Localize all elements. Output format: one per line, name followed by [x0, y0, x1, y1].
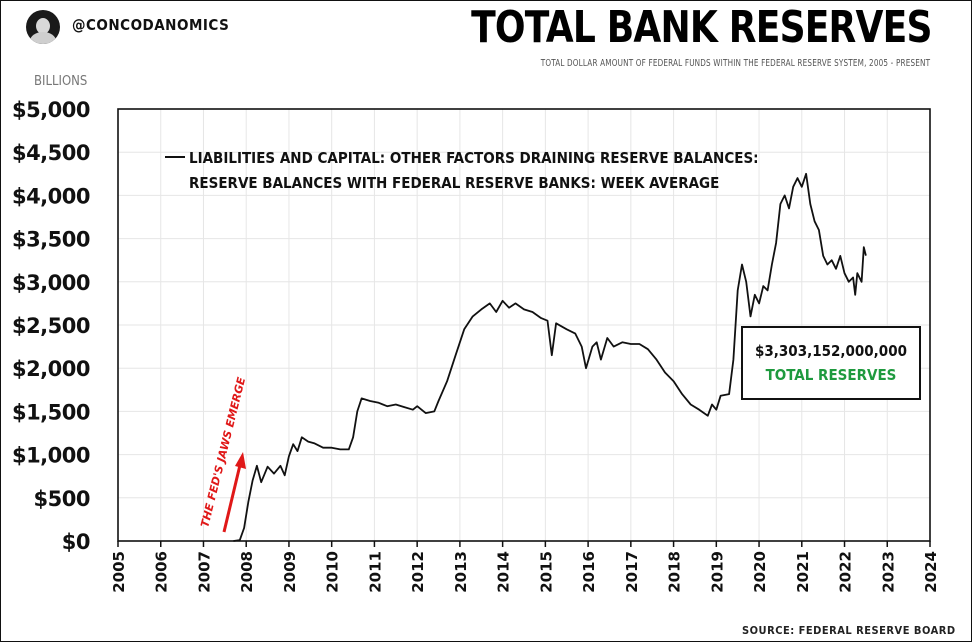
x-tick-label: 2023	[879, 551, 897, 593]
x-tick-label: 2005	[110, 551, 128, 593]
y-tick-label: $4,000	[12, 184, 90, 208]
x-tick-label: 2013	[452, 551, 470, 593]
x-tick-label: 2010	[324, 551, 342, 593]
x-tick-label: 2008	[238, 551, 256, 593]
annotation-text: THE FED'S JAWS EMERGE	[198, 375, 248, 528]
y-tick-label: $5,000	[12, 98, 90, 122]
annotation: THE FED'S JAWS EMERGE	[198, 375, 248, 533]
x-tick-label: 2011	[366, 551, 384, 593]
x-tick-label: 2024	[922, 551, 940, 593]
author-avatar	[26, 10, 60, 44]
y-tick-label: $2,000	[12, 357, 90, 381]
chart-subtitle: TOTAL DOLLAR AMOUNT OF FEDERAL FUNDS WIT…	[540, 58, 930, 69]
x-tick-label: 2020	[751, 551, 769, 593]
y-axis-ticks: $0 $500 $1,000 $1,500 $2,000 $2,500 $3,000 $3,5…	[12, 98, 91, 554]
y-tick-label: $1,000	[12, 444, 90, 468]
total-reserves-label: TOTAL RESERVES	[765, 366, 897, 384]
x-tick-label: 2018	[666, 551, 684, 593]
legend-label-line1: LIABILITIES AND CAPITAL: OTHER FACTORS D…	[189, 149, 759, 167]
total-reserves-callout: $3,303,152,000,000 TOTAL RESERVES	[741, 326, 921, 400]
y-tick-label: $500	[34, 487, 90, 511]
annotation-arrow-head	[235, 452, 246, 469]
x-tick-label: 2021	[794, 551, 812, 593]
axes	[117, 108, 931, 547]
chart-title: TOTAL BANK RESERVES	[471, 2, 932, 53]
x-axis-ticks: 2005 2006 2007 2008 2009 2010 2011 2012 2013 2014…	[110, 551, 940, 593]
legend-label-line2: RESERVE BALANCES WITH FEDERAL RESERVE BA…	[189, 174, 719, 192]
series-line-reserves	[233, 172, 867, 542]
x-tick-label: 2006	[153, 551, 171, 593]
plot-area-border	[117, 108, 931, 542]
y-tick-label: $1,500	[12, 400, 90, 424]
x-tick-label: 2009	[281, 551, 299, 593]
source-credit: SOURCE: FEDERAL RESERVE BOARD	[742, 624, 956, 637]
x-tick-label: 2017	[623, 551, 641, 593]
y-tick-label: $4,500	[12, 141, 90, 165]
x-tick-label: 2015	[537, 551, 555, 593]
author-handle[interactable]: @CONCODANOMICS	[72, 16, 230, 34]
legend: LIABILITIES AND CAPITAL: OTHER FACTORS D…	[165, 149, 759, 192]
y-tick-label: $0	[62, 530, 90, 554]
y-tick-label: $3,000	[12, 271, 90, 295]
x-tick-label: 2019	[708, 551, 726, 593]
x-tick-label: 2022	[837, 551, 855, 593]
annotation-arrow-shaft	[222, 464, 242, 533]
y-tick-label: $2,500	[12, 314, 90, 338]
total-reserves-amount: $3,303,152,000,000	[755, 342, 907, 360]
x-tick-label: 2007	[195, 551, 213, 593]
y-tick-label: $3,500	[12, 228, 90, 252]
y-axis-unit-label: BILLIONS	[34, 74, 88, 89]
x-tick-label: 2014	[495, 551, 513, 593]
x-tick-label: 2016	[580, 551, 598, 593]
x-tick-label: 2012	[409, 551, 427, 593]
